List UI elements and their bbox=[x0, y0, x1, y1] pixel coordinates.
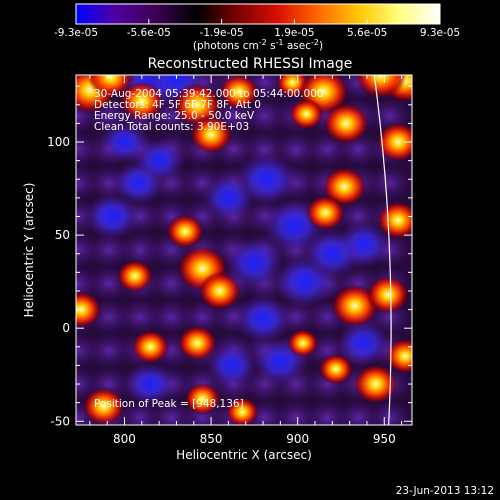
heatmap-hot-spot bbox=[173, 83, 221, 127]
heatmap-cold-spot bbox=[100, 121, 149, 163]
x-axis-label: Heliocentric X (arcsec) bbox=[176, 448, 312, 462]
colorbar-tick-label: 5.6e-05 bbox=[347, 27, 387, 39]
heatmap-cold-spot bbox=[201, 175, 256, 221]
plot-frame bbox=[75, 74, 413, 426]
heatmap-hot-spot bbox=[318, 353, 353, 385]
peak-position-label: Position of Peak = [948,136] bbox=[94, 398, 244, 410]
heatmap-hot-spot bbox=[116, 259, 153, 293]
plot-annotations: 30-Aug-2004 05:39:42.000 to 05:44:00.000… bbox=[94, 88, 324, 410]
timestamp: 23-Jun-2013 13:12 bbox=[396, 485, 494, 497]
colorbar-unit-label: (photons cm-2 s-1 asec-2) bbox=[193, 38, 323, 52]
colorbar-tick-label: 9.3e-05 bbox=[420, 27, 460, 39]
heatmap-cold-spot bbox=[84, 193, 140, 240]
y-tick-label: 50 bbox=[55, 228, 70, 242]
heatmap-hot-spot bbox=[366, 275, 409, 314]
x-tick-label: 850 bbox=[200, 432, 223, 446]
heatmap-hot-spot bbox=[76, 291, 102, 328]
heatmap-texture-cell bbox=[86, 332, 131, 369]
heatmap-hot-spot bbox=[322, 166, 367, 207]
heatmap-cold-spot bbox=[336, 320, 391, 366]
heatmap-hot-spot bbox=[219, 75, 259, 110]
heatmap-hot-spot bbox=[385, 338, 412, 374]
x-tick-label: 900 bbox=[286, 432, 309, 446]
heatmap-hot-spot bbox=[376, 122, 412, 162]
colorbar-tick-labels: -9.3e-05 -5.6e-05 -1.9e-05 1.9e-05 5.6e-05 9.… bbox=[54, 27, 460, 39]
x-tick-label: 950 bbox=[373, 432, 396, 446]
heatmap-hot-spot bbox=[354, 75, 407, 99]
y-tick-label: -50 bbox=[50, 414, 70, 428]
x-axis-ticks: 800 850 900 950 bbox=[89, 75, 403, 446]
y-axis-label: Heliocentric Y (arcsec) bbox=[22, 183, 36, 318]
heatmap-cold-spot bbox=[303, 228, 362, 279]
annotation-energy-range: Energy Range: 25.0 - 50.0 keV bbox=[94, 110, 255, 122]
heatmap-hot-spot bbox=[82, 387, 125, 425]
heatmap-hot-spot bbox=[198, 271, 241, 311]
heatmap-texture-cell bbox=[242, 97, 287, 134]
solar-limb-curve bbox=[373, 75, 392, 425]
heatmap-hot-spot bbox=[287, 329, 319, 358]
colorbar-tick-label: -5.6e-05 bbox=[127, 27, 171, 39]
heatmap-cold-spot bbox=[225, 238, 284, 288]
heatmap-hot-spot bbox=[166, 214, 204, 249]
heatmap-hot-spot bbox=[184, 382, 221, 416]
colorbar: -9.3e-05 -5.6e-05 -1.9e-05 1.9e-05 5.6e-05 9.… bbox=[54, 3, 460, 52]
heatmap-cold-spot bbox=[234, 294, 292, 344]
x-tick-label: 800 bbox=[113, 432, 136, 446]
colorbar-tick-label: -9.3e-05 bbox=[54, 27, 98, 39]
heatmap-hot-spot bbox=[376, 201, 412, 240]
chart-title: Reconstructed RHESSI Image bbox=[148, 56, 353, 72]
heatmap-texture-cell bbox=[118, 232, 163, 268]
colorbar-ticks bbox=[75, 19, 441, 24]
annotation-total-counts: Clean Total counts: 3.90E+03 bbox=[94, 121, 249, 133]
heatmap-hot-spot bbox=[87, 75, 134, 98]
heatmap-hot-spot bbox=[225, 397, 259, 425]
heatmap-hot-spot bbox=[305, 195, 346, 231]
heatmap-texture-cell bbox=[118, 299, 163, 336]
heatmap-cold-spot bbox=[205, 343, 258, 388]
annotation-time-range: 30-Aug-2004 05:39:42.000 to 05:44:00.000 bbox=[94, 88, 324, 100]
heatmap-texture-cell bbox=[86, 232, 131, 268]
heatmap-cold-spot bbox=[125, 362, 176, 406]
plot-area bbox=[76, 75, 412, 425]
y-axis-ticks: -50 0 50 100 bbox=[47, 85, 412, 428]
heatmap-image bbox=[76, 75, 412, 425]
colorbar-tick-label: -1.9e-05 bbox=[200, 27, 244, 39]
colorbar-tick-label: 1.9e-05 bbox=[274, 27, 314, 39]
y-tick-label: 100 bbox=[47, 135, 70, 149]
heatmap-texture-cell bbox=[367, 164, 412, 201]
heatmap-hot-spot bbox=[177, 325, 217, 361]
heatmap-hot-spot bbox=[119, 81, 164, 121]
heatmap-hot-spot bbox=[289, 98, 324, 130]
colorbar-gradient bbox=[75, 3, 441, 25]
heatmap-hot-spot bbox=[353, 364, 398, 404]
heatmap-hot-spot bbox=[189, 115, 233, 154]
heatmap-hot-spot bbox=[131, 329, 170, 364]
heatmap-texture-cell bbox=[149, 299, 194, 336]
heatmap-hot-spot bbox=[323, 102, 369, 144]
annotation-detectors: Detectors: 4F 5F 6F 7F 8F, Att 0 bbox=[94, 99, 261, 111]
y-tick-label: 0 bbox=[62, 321, 70, 335]
